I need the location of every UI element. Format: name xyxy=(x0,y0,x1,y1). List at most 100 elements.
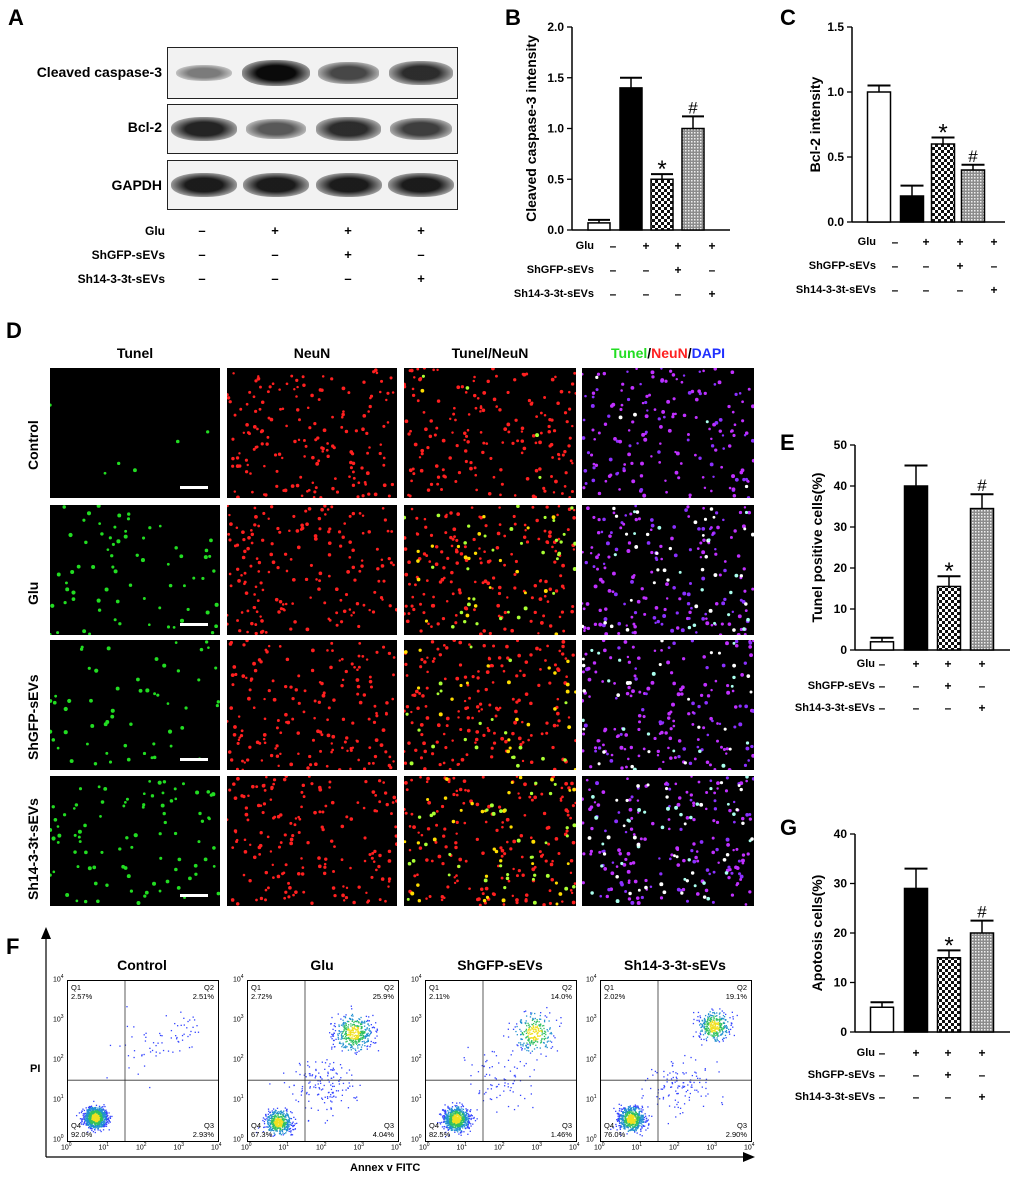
quadrant-value: 1.46% xyxy=(550,1130,572,1139)
flow-title-1: Glu xyxy=(310,957,334,973)
quadrant-label-q4: Q4 67.3% xyxy=(251,1121,272,1139)
tick-exponent: 3 xyxy=(418,1014,422,1020)
bar-3 xyxy=(681,127,705,231)
treatment-sign: – xyxy=(956,283,964,297)
micro-image-r1-c2 xyxy=(404,505,576,635)
bar-2 xyxy=(936,585,962,651)
micro-col-tunel: Tunel xyxy=(116,345,154,361)
bar-1 xyxy=(903,887,929,1033)
x-tick-label: 102 xyxy=(136,1142,147,1151)
treatment-sign: – xyxy=(891,235,899,249)
tick-exponent: 0 xyxy=(240,1134,244,1140)
treatment-sign: – xyxy=(912,701,920,715)
bar-0 xyxy=(869,641,895,651)
tick-exponent: 4 xyxy=(240,974,244,980)
treatment-sign: + xyxy=(271,223,279,238)
tick-base: 10 xyxy=(411,1056,419,1064)
tick-exponent: 4 xyxy=(60,974,64,980)
y-tick-label: 100 xyxy=(233,1134,244,1143)
y-tick-label: 103 xyxy=(411,1014,422,1023)
treatment-sign: + xyxy=(978,1046,986,1060)
treatment-sign: – xyxy=(912,1068,920,1082)
x-tick-label: 102 xyxy=(494,1142,505,1151)
tick-base: 10 xyxy=(53,1136,61,1144)
y-tick-label: 20 xyxy=(834,926,848,940)
quadrant-label-q1: Q1 2.57% xyxy=(71,983,92,1001)
y-tick-label: 10 xyxy=(834,976,848,990)
treatment-label: Glu xyxy=(856,658,875,670)
y-tick-label: 101 xyxy=(233,1094,244,1103)
quadrant-name: Q4 xyxy=(251,1121,262,1130)
tick-exponent: 0 xyxy=(248,1142,252,1148)
flow-plot-1: Q1 2.72% Q2 25.9% Q3 4.04% Q4 67.3% xyxy=(247,980,399,1142)
x-tick-label: 101 xyxy=(457,1142,468,1151)
quadrant-label-q3: Q3 1.46% xyxy=(551,1121,572,1139)
tick-base: 10 xyxy=(586,1096,594,1104)
treatment-sign: – xyxy=(642,263,650,277)
micro-col-neun: NeuN xyxy=(293,345,331,361)
treatment-sign: – xyxy=(271,247,279,262)
y-tick-label: 40 xyxy=(834,827,848,841)
panel-letter-b: B xyxy=(505,5,521,30)
treatment-sign: – xyxy=(878,701,886,715)
flow-ylabel-pi: PI xyxy=(30,1063,41,1075)
treatment-sign: + xyxy=(912,1046,920,1060)
blot-band xyxy=(246,119,307,139)
treatment-label: ShGFP-sEVs xyxy=(807,680,875,692)
micro-image-r2-c1 xyxy=(227,640,397,770)
merge-title-tunel: Tunel xyxy=(610,345,648,361)
scale-bar xyxy=(180,894,208,897)
treatment-sign: + xyxy=(912,657,920,671)
tick-exponent: 3 xyxy=(714,1142,718,1148)
y-tick-label: 101 xyxy=(586,1094,597,1103)
quadrant-value: 14.0% xyxy=(550,992,572,1001)
bar-0 xyxy=(869,1006,895,1033)
treatment-sign: + xyxy=(944,679,952,693)
quadrant-name: Q3 xyxy=(203,1121,214,1130)
treatment-sign: + xyxy=(674,263,682,277)
chart-c-bcl2: 0.0 0.5 1.0 1.5 Bcl-2 intensity * # xyxy=(807,20,1005,229)
tick-exponent: 3 xyxy=(60,1014,64,1020)
panel-letter-a: A xyxy=(8,5,24,30)
tick-base: 10 xyxy=(173,1144,182,1152)
y-tick-label: 102 xyxy=(53,1054,64,1063)
blot-band xyxy=(389,118,453,140)
tick-base: 10 xyxy=(391,1144,399,1152)
panel-letter-f: F xyxy=(6,934,20,959)
treatment-sign: – xyxy=(708,263,716,277)
tick-base: 10 xyxy=(669,1144,677,1152)
quadrant-name: Q1 xyxy=(604,983,615,992)
quadrant-value: 2.51% xyxy=(192,992,214,1001)
merge-title-dapi: DAPI xyxy=(691,345,726,361)
treatment-sign: – xyxy=(891,283,899,297)
treatment-sign: + xyxy=(642,239,650,253)
treatment-sign: + xyxy=(956,235,964,249)
blot-band xyxy=(387,172,454,198)
blot-band xyxy=(171,117,237,141)
treatment-label: Sh14-3-3t-sEVs xyxy=(794,1091,875,1103)
y-tick-label: 30 xyxy=(834,877,848,891)
blot-band xyxy=(175,64,233,82)
treatment-sign: + xyxy=(344,223,352,238)
treatment-sign: + xyxy=(708,287,716,301)
blot-band xyxy=(242,60,311,86)
y-tick-label: 0.5 xyxy=(547,172,564,186)
quadrant-value: 67.3% xyxy=(251,1130,273,1139)
y-tick-label: 101 xyxy=(411,1094,422,1103)
tick-exponent: 4 xyxy=(398,1142,402,1148)
y-tick-label: 104 xyxy=(53,974,64,983)
treatment-sign: + xyxy=(708,239,716,253)
blot-strip-bcl2 xyxy=(167,104,458,154)
y-tick-label: 1.0 xyxy=(547,122,564,136)
tick-exponent: 4 xyxy=(751,1142,755,1148)
tick-base: 10 xyxy=(631,1144,640,1152)
treatment-sign: – xyxy=(922,259,930,273)
bar-0 xyxy=(587,222,611,231)
x-tick-label: 102 xyxy=(316,1142,327,1151)
tick-base: 10 xyxy=(706,1144,715,1152)
quadrant-name: Q4 xyxy=(71,1121,82,1130)
flow-xlabel-annexv: Annex v FITC xyxy=(350,1162,421,1174)
bar-1 xyxy=(619,87,643,231)
quadrant-name: Q2 xyxy=(383,983,394,992)
treatment-sign: – xyxy=(609,263,617,277)
